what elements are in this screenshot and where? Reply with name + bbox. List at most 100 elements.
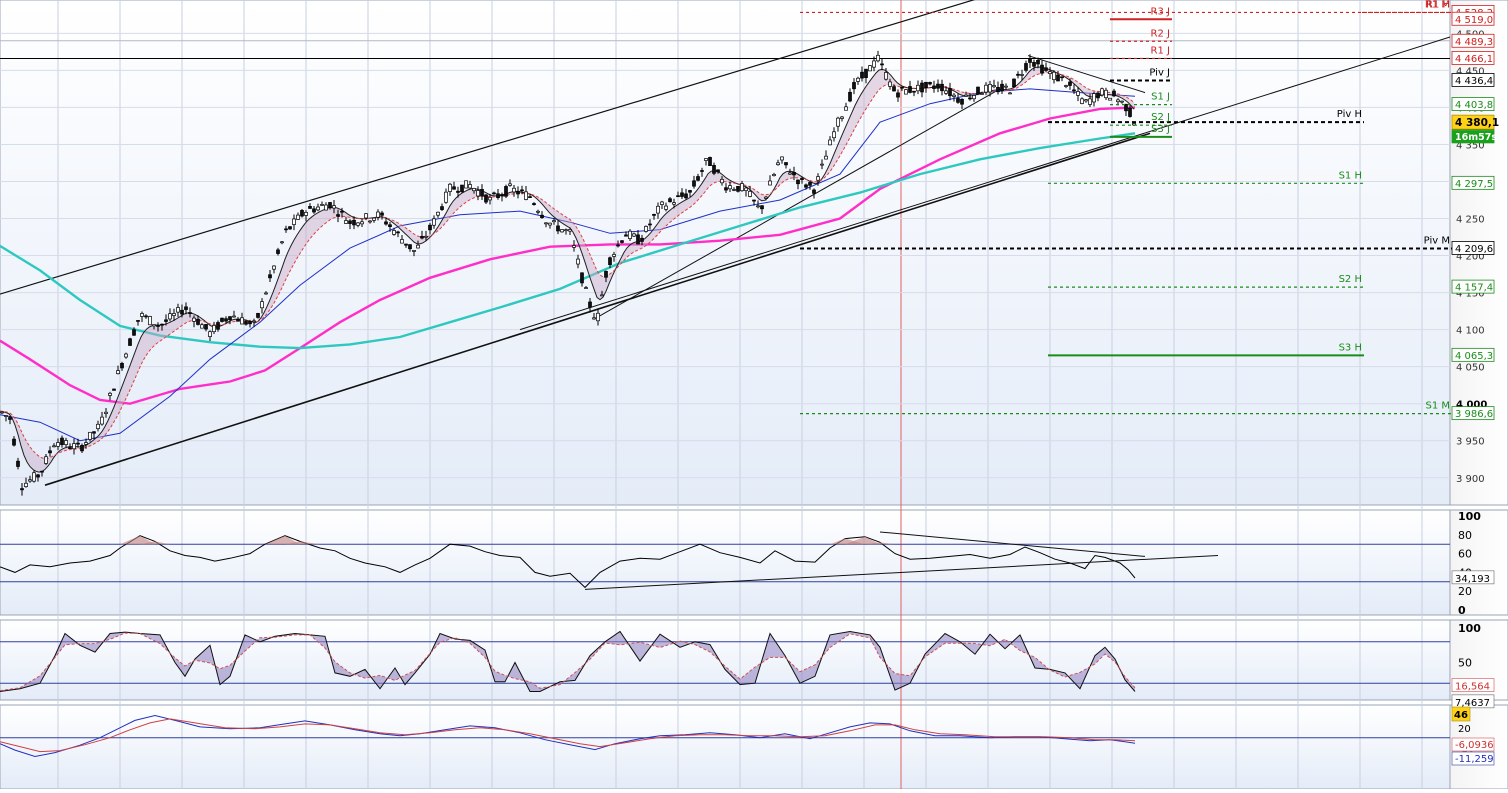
moving-average-magenta [0, 106, 1136, 405]
candle-body [832, 131, 836, 139]
candlestick [736, 186, 740, 193]
candlestick [556, 220, 560, 235]
candlestick [200, 322, 204, 329]
pivot-label: S1 M [1425, 401, 1450, 412]
candle-body [484, 194, 488, 203]
candlestick [584, 286, 588, 289]
candlestick [764, 195, 768, 201]
candlestick [700, 167, 704, 177]
rsi-trendline[interactable] [584, 554, 1219, 590]
candlestick [856, 76, 860, 85]
candlestick [324, 202, 328, 211]
candle-body [740, 183, 744, 192]
candle-body [480, 189, 484, 197]
candle-body [564, 229, 568, 232]
candle-body [672, 202, 676, 205]
candlestick [20, 482, 24, 496]
macd-top-value-box [1451, 706, 1471, 722]
candle-body [372, 217, 376, 221]
rsi-panel[interactable] [0, 509, 1451, 616]
candle-body [600, 294, 604, 297]
candlestick [864, 68, 868, 84]
candlestick [752, 199, 756, 206]
candlestick [372, 217, 376, 223]
candlestick [436, 211, 440, 218]
price-panel[interactable] [0, 0, 1451, 506]
candlestick [340, 207, 344, 218]
candle-body [368, 220, 372, 223]
candlestick [620, 240, 624, 244]
candle-body [648, 223, 652, 226]
candle-body [688, 190, 692, 193]
candlestick [636, 229, 640, 245]
candle-body [432, 218, 436, 226]
candle-body [544, 222, 548, 225]
trendline-support[interactable] [519, 36, 1451, 331]
candle-body [296, 214, 300, 220]
candle-body [100, 416, 104, 425]
rsi-trendline[interactable] [879, 531, 1146, 557]
candlestick [1108, 97, 1112, 101]
candle-body [136, 320, 140, 322]
candle-body [848, 91, 852, 102]
candlestick [84, 438, 88, 449]
candlestick [280, 241, 284, 245]
candlestick [536, 209, 540, 215]
candlestick [852, 78, 856, 95]
candlestick [176, 303, 180, 318]
candle-body [20, 488, 24, 491]
candle-body [4, 415, 8, 417]
trendline-inner[interactable] [594, 88, 1001, 319]
candlestick [652, 213, 656, 220]
candle-body [48, 450, 52, 454]
candlestick [56, 438, 60, 451]
candlestick [352, 216, 356, 230]
candlestick [320, 201, 324, 206]
candle-body [584, 287, 588, 289]
candle-body [652, 213, 656, 216]
candle-body [524, 191, 528, 200]
candle-body [596, 312, 600, 322]
candle-body [112, 388, 116, 391]
candlestick [284, 225, 288, 233]
candlestick [480, 184, 484, 201]
rsi-line [0, 535, 1136, 589]
candlestick [588, 298, 592, 313]
candlestick [92, 431, 96, 440]
candle-body [988, 84, 992, 93]
candlestick [224, 316, 228, 325]
candlestick [840, 116, 844, 122]
candlestick [512, 184, 516, 197]
candlestick [500, 192, 504, 202]
candlestick [76, 438, 80, 448]
candle-body [632, 233, 636, 237]
candle-body [952, 94, 956, 97]
candle-body [140, 313, 144, 317]
price-tick-label: 4 250 [1456, 215, 1485, 226]
candlestick [1012, 78, 1016, 89]
candle-body [976, 86, 980, 95]
trendline-top[interactable] [1027, 55, 1146, 94]
candlestick [648, 219, 652, 230]
candlestick [1052, 70, 1056, 84]
candle-body [924, 81, 928, 89]
candle-body [196, 318, 200, 325]
candlestick [564, 228, 568, 235]
candle-body [640, 237, 644, 242]
candle-body [380, 212, 384, 216]
candlestick [908, 80, 912, 94]
channel-upper-line[interactable] [0, 0, 1010, 295]
candle-body [1012, 78, 1016, 88]
candle-body [156, 325, 160, 327]
candle-body [1024, 63, 1028, 71]
candle-body [1044, 67, 1048, 71]
stochastic-panel[interactable] [0, 619, 1451, 701]
candlestick [472, 187, 476, 194]
candlestick [16, 457, 20, 470]
candlestick [180, 304, 184, 318]
candle-body [16, 460, 20, 467]
macd-panel[interactable] [0, 704, 1451, 790]
rsi-overbought-fill [120, 535, 155, 545]
